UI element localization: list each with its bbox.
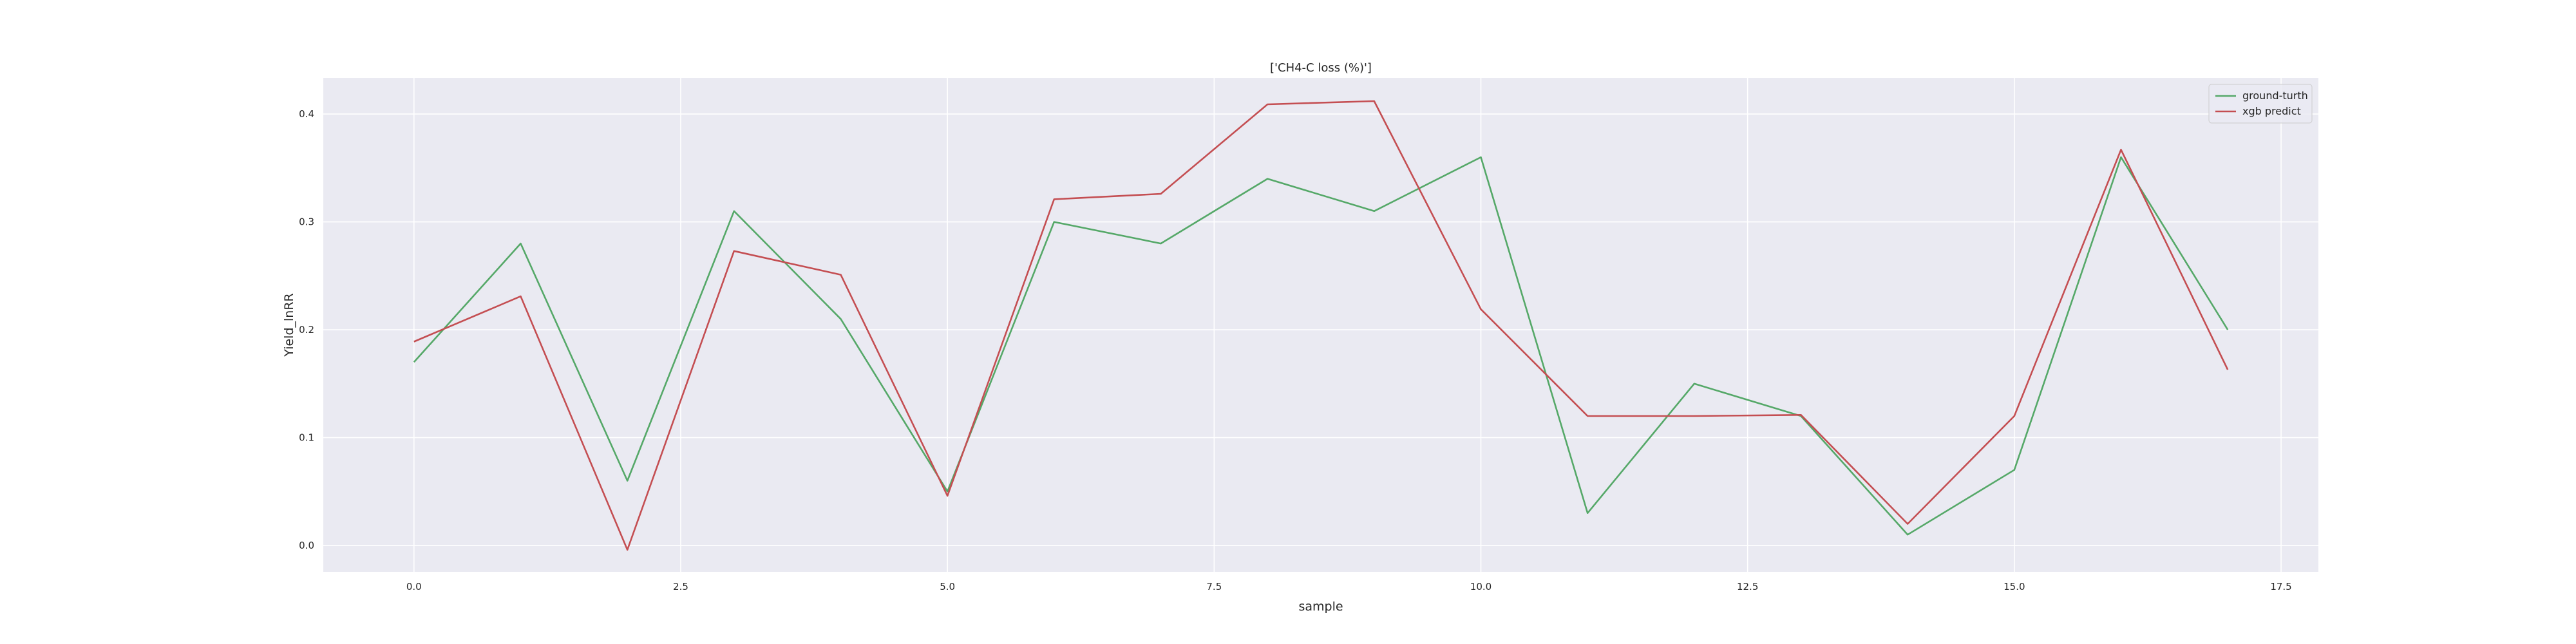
legend: ground-turth xgb predict [2208, 84, 2313, 124]
legend-box [2208, 84, 2313, 124]
y-tick-label: 0.0 [299, 540, 314, 551]
y-tick-label: 0.4 [299, 108, 314, 120]
series-line-xgb-predict [413, 100, 2229, 551]
x-tick-label: 5.0 [940, 581, 955, 592]
series-line-ground-truth [413, 156, 2229, 536]
x-tick-label: 10.0 [1470, 581, 1492, 592]
grid-lines [323, 78, 2318, 572]
x-tick-label: 17.5 [2270, 581, 2291, 592]
y-tick-label: 0.3 [299, 216, 314, 228]
plot-area [323, 78, 2318, 572]
series-lines [413, 100, 2229, 551]
x-tick-label: 12.5 [1737, 581, 1758, 592]
tick-labels: 0.0 2.5 5.0 7.5 10.0 12.5 15.0 17.5 0.0 0.1 0.2 0.3… [299, 108, 2292, 592]
y-axis-label: Yield_lnRR [282, 293, 296, 357]
x-tick-label: 2.5 [673, 581, 688, 592]
legend-label: ground-turth [2242, 90, 2308, 102]
legend-label: xgb predict [2242, 105, 2301, 117]
y-tick-label: 0.2 [299, 324, 314, 336]
x-axis-label: sample [1298, 600, 1343, 614]
x-tick-label: 15.0 [2003, 581, 2025, 592]
y-tick-label: 0.1 [299, 432, 314, 444]
x-tick-label: 0.0 [406, 581, 422, 592]
x-tick-label: 7.5 [1206, 581, 1222, 592]
chart-title: ['CH4-C loss (%)'] [1270, 61, 1372, 75]
